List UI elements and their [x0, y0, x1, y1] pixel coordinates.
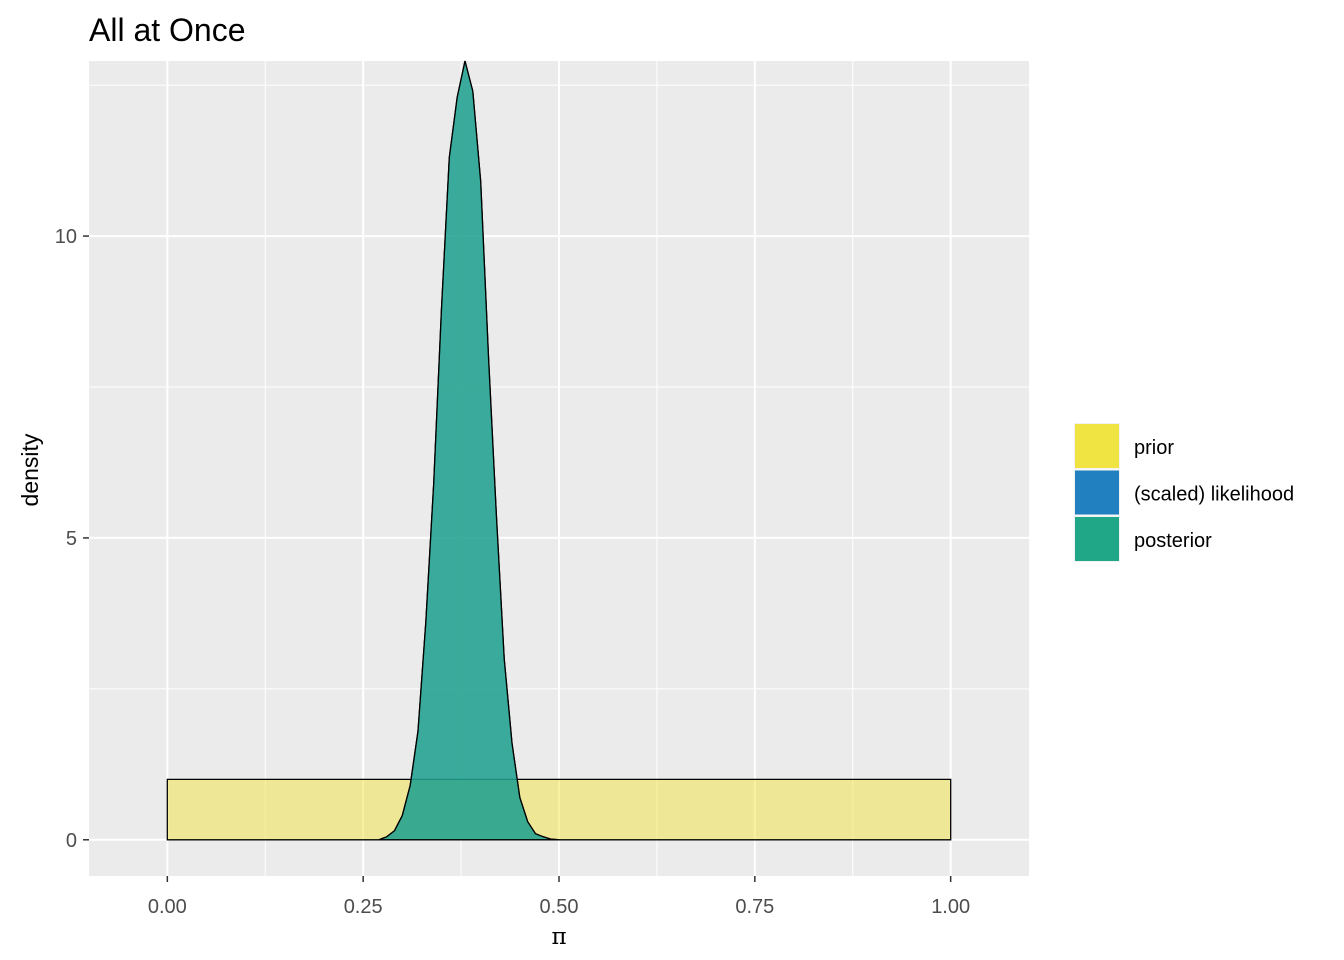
legend-label: (scaled) likelihood: [1134, 484, 1294, 506]
y-axis-title: density: [17, 433, 43, 506]
y-tick-label: 0: [66, 830, 77, 852]
legend-key-swatch: [1075, 470, 1119, 515]
y-axis: 0 5 10: [55, 226, 89, 852]
x-axis: 0.00 0.25 0.50 0.75 1.00: [148, 876, 970, 918]
x-tick-label: 0.75: [735, 896, 774, 918]
x-tick-label: 0.00: [148, 896, 187, 918]
area-posterior: [378, 60, 560, 841]
x-tick-label: 0.25: [344, 896, 383, 918]
legend-key-swatch: [1075, 517, 1119, 561]
area-prior: [166, 778, 952, 841]
y-tick-label: 5: [66, 528, 77, 550]
y-tick-label: 10: [55, 226, 77, 248]
x-tick-label: 1.00: [931, 896, 970, 918]
chart-title: All at Once: [89, 12, 246, 48]
x-tick-label: 0.50: [540, 896, 579, 918]
x-axis-title: π: [551, 924, 566, 950]
major-gridlines: [89, 61, 1029, 876]
legend-key-swatch: [1075, 424, 1119, 468]
legend-label: posterior: [1134, 530, 1212, 552]
legend-label: prior: [1134, 437, 1174, 459]
legend: prior (scaled) likelihood posterior: [1074, 423, 1294, 562]
density-areas: [166, 60, 952, 841]
